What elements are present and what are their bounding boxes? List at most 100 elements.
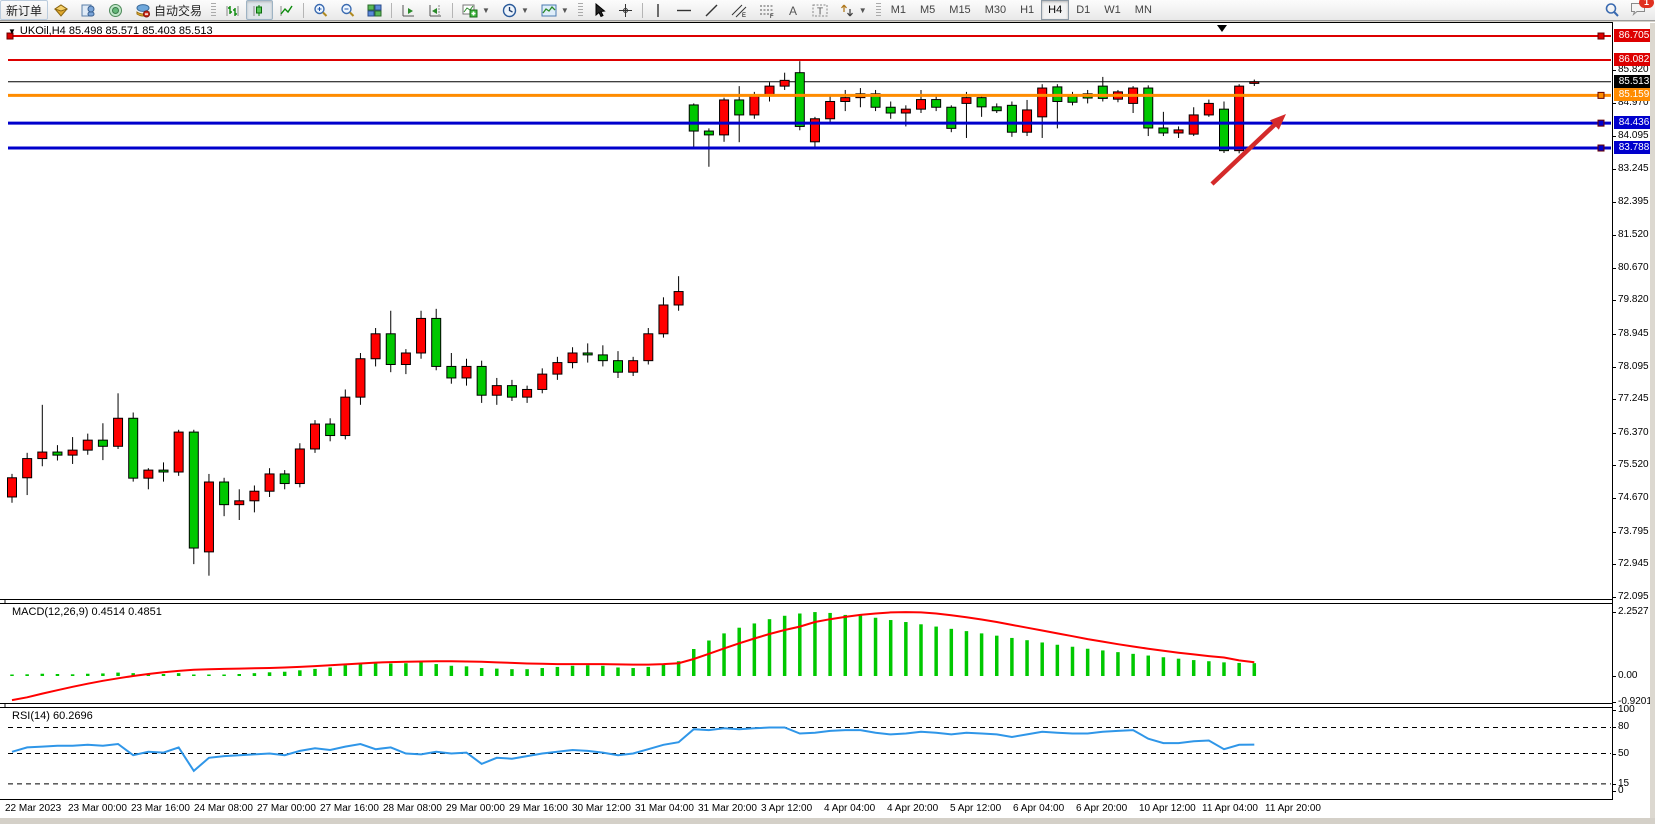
line-handle[interactable] <box>1597 91 1605 99</box>
chart-bars-icon <box>226 5 239 16</box>
rsi-panel[interactable] <box>0 707 1612 800</box>
price-badge: 85.159 <box>1614 88 1654 102</box>
timeframe-m1[interactable]: M1 <box>890 4 906 16</box>
price-tick: 72.945 <box>1613 558 1649 570</box>
timeframe-h1[interactable]: H1 <box>1020 4 1035 16</box>
macd-panel[interactable] <box>0 603 1612 704</box>
price-badge: 85.513 <box>1614 74 1654 88</box>
channel-tool-button[interactable]: E <box>725 0 753 20</box>
timeframe-d1[interactable]: D1 <box>1076 4 1091 16</box>
hline-tool-button[interactable] <box>670 0 698 20</box>
market-watch-button[interactable] <box>48 0 75 20</box>
notifications-button[interactable]: 1 <box>1630 0 1654 20</box>
time-axis[interactable]: 22 Mar 2023 23 Mar 00:00 23 Mar 16:00 24 Ma… <box>0 800 1655 818</box>
crosshair-icon <box>618 3 632 17</box>
rsi-tick: 0 <box>1613 785 1624 796</box>
candle-body <box>1097 85 1108 99</box>
time-label: 22 Mar 2023 <box>5 803 62 814</box>
price-tick: 79.820 <box>1613 294 1649 306</box>
price-badge: 86.705 <box>1614 29 1654 43</box>
annotation-arrow-head[interactable] <box>1269 114 1286 130</box>
timeframe-m30[interactable]: M30 <box>984 4 1007 16</box>
timeframe-w1[interactable]: W1 <box>1104 4 1121 16</box>
dropdown-caret-icon: ▼ <box>520 5 529 15</box>
time-label: 4 Apr 04:00 <box>824 803 876 814</box>
line-handle[interactable] <box>1597 144 1605 152</box>
periods-button[interactable]: ▼ <box>496 0 535 20</box>
time-label: 24 Mar 08:00 <box>194 803 253 814</box>
chart-shift-button[interactable] <box>422 0 449 20</box>
symbol-dropdown-icon[interactable]: ▼ <box>8 26 16 36</box>
vline-tool-button[interactable] <box>646 0 670 20</box>
time-label: 29 Mar 00:00 <box>446 803 505 814</box>
line-handle[interactable] <box>6 32 14 40</box>
chart-bars-button[interactable] <box>219 0 246 20</box>
price-tick: 74.670 <box>1613 492 1649 504</box>
crosshair-tool-button[interactable] <box>612 0 639 20</box>
candle-body <box>1234 85 1245 152</box>
candle-body <box>749 95 760 116</box>
chart-candles-button[interactable] <box>246 0 274 20</box>
fibonacci-tool-button[interactable]: F <box>753 0 781 20</box>
candle-body <box>582 352 593 356</box>
annotation-arrow-shaft[interactable] <box>1210 119 1281 186</box>
candle-body <box>552 362 563 375</box>
templates-icon <box>541 4 557 16</box>
candle-body <box>567 352 578 364</box>
time-label: 5 Apr 12:00 <box>950 803 1002 814</box>
line-handle[interactable] <box>1597 119 1605 127</box>
text-tool-button[interactable]: A <box>781 0 806 20</box>
autotrading-button[interactable]: 自动交易 <box>129 0 208 20</box>
new-order-button[interactable]: 新订单 <box>0 0 49 20</box>
toolbar-grip[interactable] <box>875 3 881 17</box>
search-icon[interactable] <box>1604 2 1620 18</box>
macd-tick: -0.9201 <box>1613 696 1652 708</box>
candle-body <box>628 360 639 373</box>
data-window-button[interactable] <box>75 0 102 20</box>
templates-button[interactable]: ▼ <box>535 0 575 20</box>
timeframe-mn[interactable]: MN <box>1134 4 1152 16</box>
cursor-tool-button[interactable] <box>586 0 612 20</box>
candle-body <box>143 469 154 479</box>
candle-body <box>734 99 745 116</box>
candle-body <box>840 97 851 102</box>
chart-title[interactable]: ▼ UKOil,H4 85.498 85.571 85.403 85.513 <box>8 25 213 37</box>
candle-body <box>688 104 699 132</box>
candle-body <box>779 79 790 87</box>
auto-scroll-button[interactable] <box>395 0 422 20</box>
price-axis[interactable]: 85.820 84.970 84.095 83.245 82.395 81.520 80.6… <box>1612 22 1655 800</box>
price-tick: 80.670 <box>1613 261 1649 273</box>
zoom-out-button[interactable] <box>334 0 361 20</box>
dropdown-caret-icon: ▼ <box>560 5 569 15</box>
candle-body <box>400 352 411 366</box>
toolbar-separator <box>391 2 393 18</box>
timeframe-m15[interactable]: M15 <box>949 4 971 16</box>
trendline-tool-button[interactable] <box>698 0 725 20</box>
arrows-tool-button[interactable]: ▼ <box>834 0 873 20</box>
label-tool-button[interactable]: T <box>806 0 834 20</box>
tile-windows-button[interactable] <box>361 0 388 20</box>
chart-line-button[interactable] <box>273 0 300 20</box>
time-label: 30 Mar 12:00 <box>572 803 631 814</box>
candle-body <box>825 100 836 120</box>
navigator-button[interactable] <box>102 0 129 20</box>
candle-body <box>234 500 245 506</box>
timeframe-m5[interactable]: M5 <box>920 4 936 16</box>
triangle-down-marker[interactable] <box>1217 25 1227 32</box>
toolbar-grip[interactable] <box>577 3 583 17</box>
periods-clock-icon <box>502 3 517 17</box>
indicators-button[interactable]: ▼ <box>456 0 496 20</box>
line-handle[interactable] <box>1597 32 1605 40</box>
candle-body <box>506 385 517 398</box>
candle-body <box>249 490 260 502</box>
timeframe-h4[interactable]: H4 <box>1041 0 1070 20</box>
candle-body <box>1219 108 1229 152</box>
main-chart-panel[interactable] <box>0 22 1612 600</box>
toolbar-grip[interactable] <box>211 3 217 17</box>
time-label: 10 Apr 12:00 <box>1139 803 1196 814</box>
candle-body <box>522 388 533 398</box>
new-order-label: 新订单 <box>6 3 43 18</box>
text-icon: A <box>789 4 797 18</box>
macd-tick: 0.00 <box>1612 670 1638 681</box>
zoom-in-button[interactable] <box>307 0 334 20</box>
